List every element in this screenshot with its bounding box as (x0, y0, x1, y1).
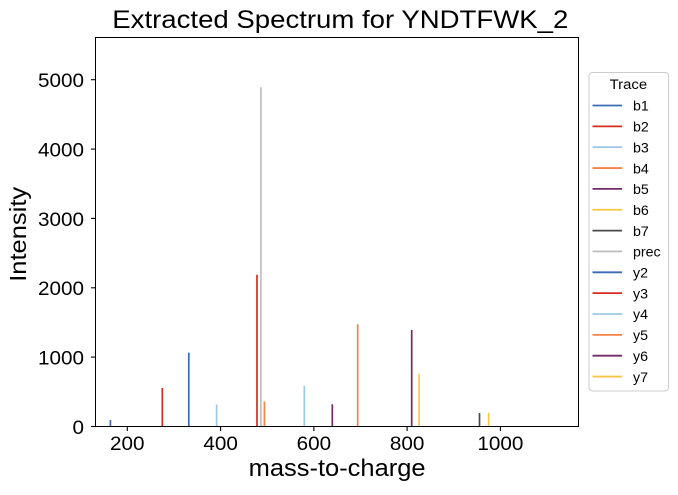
svg-text:b6: b6 (633, 203, 649, 219)
svg-text:b5: b5 (633, 182, 649, 198)
svg-text:3000: 3000 (38, 209, 84, 231)
svg-text:Intensity: Intensity (5, 186, 31, 281)
svg-text:5000: 5000 (38, 70, 84, 92)
svg-text:0: 0 (73, 417, 85, 439)
svg-text:1000: 1000 (38, 348, 84, 370)
svg-text:800: 800 (390, 433, 425, 455)
svg-text:b2: b2 (633, 120, 649, 136)
svg-text:prec: prec (633, 245, 661, 261)
svg-text:y2: y2 (633, 266, 648, 282)
svg-text:600: 600 (297, 433, 332, 455)
svg-text:b1: b1 (633, 99, 649, 115)
svg-text:y3: y3 (633, 286, 648, 302)
svg-text:400: 400 (203, 433, 238, 455)
svg-text:b3: b3 (633, 140, 649, 156)
svg-text:Extracted Spectrum for YNDTFWK: Extracted Spectrum for YNDTFWK_2 (112, 7, 568, 34)
svg-text:b7: b7 (633, 224, 649, 240)
svg-text:b4: b4 (633, 161, 649, 177)
svg-text:4000: 4000 (38, 140, 84, 162)
svg-text:y4: y4 (633, 307, 648, 323)
svg-text:2000: 2000 (38, 278, 84, 300)
svg-text:y7: y7 (633, 370, 648, 386)
svg-text:1000: 1000 (477, 433, 523, 455)
svg-text:y5: y5 (633, 328, 648, 344)
svg-text:mass-to-charge: mass-to-charge (249, 455, 426, 482)
svg-text:200: 200 (110, 433, 145, 455)
svg-text:Trace: Trace (610, 77, 648, 93)
svg-text:y6: y6 (633, 349, 648, 365)
